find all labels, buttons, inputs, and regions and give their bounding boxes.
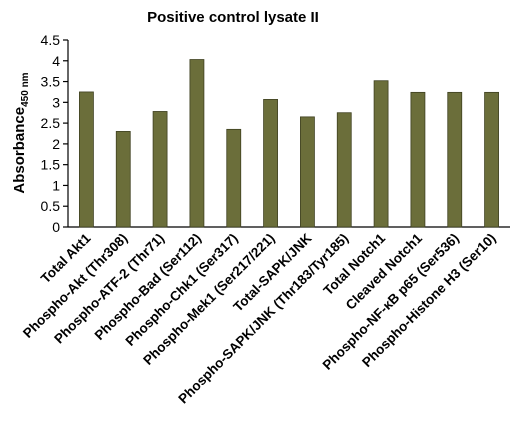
y-axis-label-subscript: 450 nm <box>20 72 31 107</box>
y-tick-label: 3 <box>52 94 60 110</box>
y-axis-label-text: Absorbance <box>11 107 28 194</box>
bar <box>447 91 463 228</box>
bar <box>189 59 205 228</box>
x-tick-label: Phospho-NF-κB p65 (Ser536) <box>320 231 462 373</box>
bar <box>115 131 131 228</box>
bar <box>263 99 278 228</box>
y-tick-label: 4.5 <box>41 32 61 48</box>
y-tick-label: 0 <box>52 219 60 235</box>
bar <box>410 91 426 228</box>
y-tick-label: 1 <box>52 177 60 193</box>
bar <box>373 80 389 228</box>
y-tick-label: 1.5 <box>41 157 61 173</box>
bar <box>484 91 499 228</box>
bar <box>336 112 352 228</box>
bar <box>300 116 315 228</box>
y-tick-label: 0.5 <box>41 198 61 214</box>
bar <box>152 111 168 228</box>
y-axis-label: Absorbance450 nm <box>11 72 31 193</box>
bar <box>79 91 94 228</box>
x-tick-label: Phospho-SAPK/JNK (Thr183/Tyr185) <box>175 231 351 407</box>
y-tick-label: 2.5 <box>41 115 61 131</box>
chart-title: Positive control lysate II <box>147 9 319 26</box>
svg-text:Absorbance450 nm: Absorbance450 nm <box>11 72 31 193</box>
y-tick-label: 2 <box>52 136 60 152</box>
y-tick-label: 4 <box>52 53 60 69</box>
y-tick-label: 3.5 <box>41 74 61 90</box>
bar <box>226 128 242 228</box>
